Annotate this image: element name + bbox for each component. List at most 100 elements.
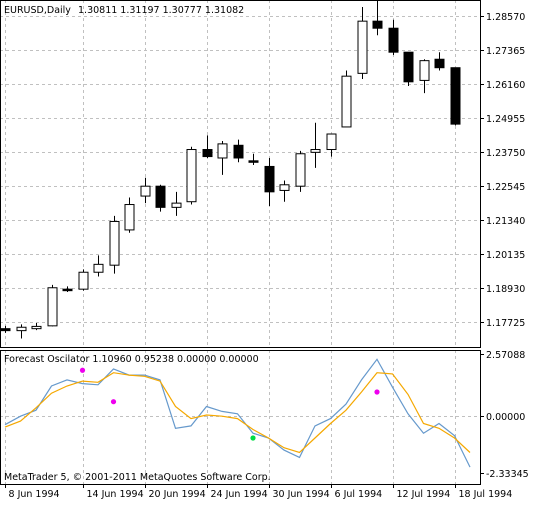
time-axis: 8 Jun 1994 14 Jun 1994 20 Jun 1994 24 Jun 1… bbox=[5, 484, 513, 500]
candle-body-down bbox=[403, 51, 414, 83]
candle bbox=[419, 59, 430, 94]
candle bbox=[341, 70, 352, 128]
candle-body-up bbox=[171, 202, 182, 208]
candle-body-up bbox=[47, 287, 58, 327]
candle bbox=[388, 19, 399, 56]
indicator-signal-dot bbox=[110, 399, 117, 405]
candle bbox=[62, 286, 73, 292]
candle-body-up bbox=[124, 204, 135, 231]
candle bbox=[372, 0, 383, 36]
candle-body-down bbox=[233, 144, 244, 159]
candle bbox=[310, 122, 321, 168]
price-tick-label: 1.17725 bbox=[486, 318, 525, 329]
indicator-label: Forecast Oscilator 1.10960 0.95238 0.000… bbox=[4, 354, 259, 365]
price-tick-label: 1.20135 bbox=[486, 250, 525, 261]
candle bbox=[186, 146, 197, 205]
candle bbox=[233, 139, 244, 163]
candle bbox=[279, 180, 290, 202]
candle bbox=[109, 215, 120, 274]
candle bbox=[155, 184, 166, 212]
candle bbox=[124, 197, 135, 233]
candle-body-down bbox=[264, 165, 275, 193]
indicator-panel-frame bbox=[0, 350, 481, 485]
candle-body-down bbox=[388, 27, 399, 53]
time-tick-label: 20 Jun 1994 bbox=[149, 489, 206, 500]
candle-body-up bbox=[279, 184, 290, 191]
candle bbox=[78, 269, 89, 291]
candle bbox=[248, 153, 259, 166]
candle-body-down bbox=[155, 185, 166, 208]
candle bbox=[450, 67, 461, 126]
candle-body-up bbox=[419, 60, 430, 81]
oscillator-line bbox=[4, 358, 471, 468]
indicator-axis: 2.57088 0.00000 -2.33345 bbox=[480, 350, 529, 480]
candle-body-down bbox=[372, 20, 383, 29]
candle bbox=[16, 324, 27, 339]
price-tick-label: 1.18930 bbox=[486, 284, 525, 295]
price-tick-label: 1.26160 bbox=[486, 80, 525, 91]
price-tick-label: 1.22545 bbox=[486, 182, 525, 193]
candle bbox=[93, 255, 104, 277]
indicator-tick-label: 0.00000 bbox=[486, 412, 525, 423]
indicator-signal-dot bbox=[374, 389, 380, 395]
price-tick-label: 1.21340 bbox=[486, 216, 525, 227]
candle bbox=[264, 157, 275, 206]
candle-body-down bbox=[62, 288, 73, 292]
candle-body-up bbox=[16, 326, 27, 332]
symbol-label: EURUSD,Daily bbox=[4, 5, 71, 16]
time-tick-label: 6 Jul 1994 bbox=[335, 489, 383, 500]
candle-body-down bbox=[434, 58, 445, 69]
indicator-signal-dot bbox=[250, 435, 256, 441]
candle bbox=[31, 323, 42, 331]
candle-body-up bbox=[326, 133, 337, 151]
time-tick-label: 24 Jun 1994 bbox=[211, 489, 268, 500]
candle-body-down bbox=[248, 160, 259, 163]
candle bbox=[171, 191, 182, 216]
indicator-tick-label: 2.57088 bbox=[486, 350, 525, 361]
copyright-label: MetaTrader 5, © 2001-2011 MetaQuotes Sof… bbox=[4, 472, 271, 483]
main-panel-frame bbox=[0, 0, 481, 348]
time-tick-label: 8 Jun 1994 bbox=[9, 489, 60, 500]
candles-group bbox=[0, 0, 461, 339]
price-tick-label: 1.24955 bbox=[486, 114, 525, 125]
indicator-dots-group bbox=[79, 367, 380, 441]
candle-body-up bbox=[217, 143, 228, 159]
time-tick-label: 14 Jun 1994 bbox=[87, 489, 144, 500]
candle-body-up bbox=[140, 185, 151, 197]
indicator-tick-label: -2.33345 bbox=[486, 469, 529, 480]
candle bbox=[47, 284, 58, 327]
price-tick-label: 1.27365 bbox=[486, 46, 525, 57]
price-tick-label: 1.28570 bbox=[486, 12, 525, 23]
candle-body-up bbox=[341, 75, 352, 128]
candle bbox=[326, 133, 337, 157]
candle bbox=[140, 177, 151, 204]
candle-body-down bbox=[202, 149, 213, 158]
price-axis: 1.28570 1.27365 1.26160 1.24955 1.23750 1.225… bbox=[480, 12, 525, 329]
candle bbox=[434, 52, 445, 71]
candle-body-up bbox=[357, 20, 368, 74]
candle bbox=[357, 7, 368, 79]
ohlc-label: 1.30811 1.31197 1.30777 1.31082 bbox=[78, 5, 244, 16]
candle bbox=[217, 141, 228, 175]
candle-body-down bbox=[0, 328, 11, 332]
candle-body-up bbox=[109, 220, 120, 266]
candle-body-up bbox=[31, 325, 42, 330]
candle-body-up bbox=[78, 271, 89, 290]
candle-body-up bbox=[295, 153, 306, 187]
time-tick-label: 18 Jul 1994 bbox=[459, 489, 513, 500]
candle-body-up bbox=[93, 263, 104, 273]
indicator-signal-dot bbox=[79, 367, 86, 373]
candle bbox=[202, 135, 213, 158]
time-tick-label: 30 Jun 1994 bbox=[273, 489, 330, 500]
signal-line bbox=[4, 372, 471, 454]
candle-body-up bbox=[186, 149, 197, 203]
candle-body-up bbox=[310, 149, 321, 153]
price-tick-label: 1.23750 bbox=[486, 148, 525, 159]
candle bbox=[403, 51, 414, 87]
time-tick-label: 12 Jul 1994 bbox=[397, 489, 451, 500]
candle bbox=[295, 150, 306, 192]
candle-body-down bbox=[450, 67, 461, 125]
indicator-lines-group bbox=[4, 358, 471, 468]
